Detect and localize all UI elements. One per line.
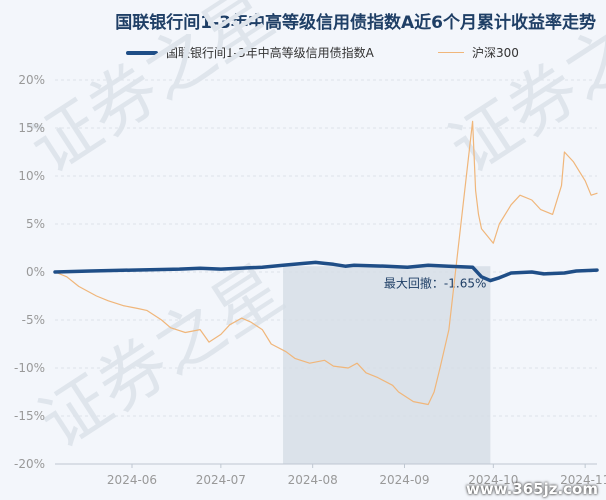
drawdown-label: 最大回撤：-1.65% <box>384 275 486 290</box>
legend-swatch-bond-index <box>126 50 158 55</box>
x-tick-label: 2024-10 <box>468 473 518 487</box>
legend-item-bond-index[interactable]: 国联银行间1-3年中高等级信用债指数A <box>126 44 374 61</box>
series <box>53 120 599 406</box>
y-tick-label: 15% <box>18 121 45 135</box>
x-tick-label: 2024-07 <box>196 473 246 487</box>
watermark-text: 证券之星 <box>436 0 606 189</box>
legend-item-csi300[interactable]: 沪深300 <box>438 44 519 61</box>
y-tick-label: 10% <box>18 169 45 183</box>
y-tick-label: -15% <box>14 409 45 423</box>
chart-title: 国联银行间1-3年中高等级信用债指数A近6个月累计收益率走势 <box>115 13 596 33</box>
y-tick-label: -20% <box>14 457 45 471</box>
y-tick-label: 20% <box>18 73 45 87</box>
site-watermark: www.365jz.com <box>465 480 598 498</box>
y-tick-label: 5% <box>26 217 45 231</box>
y-tick-label: -10% <box>14 361 45 375</box>
x-tick-label: 2024-08 <box>288 473 338 487</box>
drawdown-shade <box>283 266 491 464</box>
watermark-text: 证券之星 <box>26 250 297 464</box>
axes: 20% 15% 10% 5% 0% -5% -10% -15% -20% 2024-06 2024-… <box>14 73 606 487</box>
x-tick-label: 2024-09 <box>379 473 429 487</box>
series-line-bond-index <box>53 260 599 283</box>
legend-swatch-csi300 <box>438 52 464 53</box>
legend-label-csi300: 沪深300 <box>472 46 519 60</box>
drawdown-region: 最大回撤：-1.65% <box>283 266 491 464</box>
y-tick-label: -5% <box>22 313 45 327</box>
watermark-text: 证券之星 <box>16 0 287 189</box>
legend-label-bond-index: 国联银行间1-3年中高等级信用债指数A <box>166 46 374 60</box>
y-tick-label: 0% <box>26 265 45 279</box>
series-line-csi300 <box>54 120 598 406</box>
x-tick-label: 2024-11 <box>560 473 606 487</box>
x-tick-label: 2024-06 <box>107 473 157 487</box>
legend: 国联银行间1-3年中高等级信用债指数A 沪深300 <box>0 44 606 64</box>
